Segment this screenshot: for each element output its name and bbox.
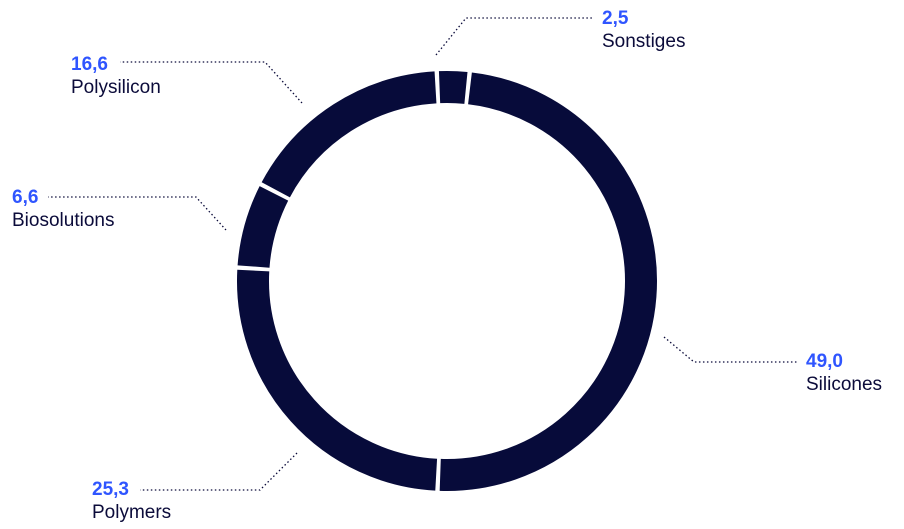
label-polymers: 25,3 Polymers: [92, 479, 172, 524]
value-biosolutions: 6,6: [12, 187, 39, 208]
label-silicones: 49,0 Silicones: [806, 351, 883, 396]
name-sonstiges: Sonstiges: [602, 30, 686, 52]
value-silicones: 49,0: [806, 351, 843, 372]
name-polymers: Polymers: [92, 501, 172, 523]
value-sonstiges: 2,5: [602, 8, 629, 29]
name-polysilicon: Polysilicon: [71, 76, 161, 98]
name-silicones: Silicones: [806, 373, 883, 395]
leader-line-sonstiges: [435, 17, 592, 56]
leader-line-silicones: [663, 336, 798, 363]
leader-line-polymers: [140, 452, 298, 491]
segment-silicones: [439, 72, 657, 491]
segment-biosolutions: [237, 186, 289, 269]
segment-polysilicon: [261, 71, 437, 198]
value-polysilicon: 16,6: [71, 54, 108, 75]
leader-line-biosolutions: [48, 196, 227, 231]
segment-sonstiges: [438, 71, 468, 104]
label-polysilicon: 16,6 Polysilicon: [71, 54, 161, 99]
value-polymers: 25,3: [92, 479, 129, 500]
label-sonstiges: 2,5 Sonstiges: [602, 8, 686, 53]
label-biosolutions: 6,6 Biosolutions: [12, 187, 115, 232]
segment-polymers: [237, 269, 438, 491]
name-biosolutions: Biosolutions: [12, 209, 115, 231]
